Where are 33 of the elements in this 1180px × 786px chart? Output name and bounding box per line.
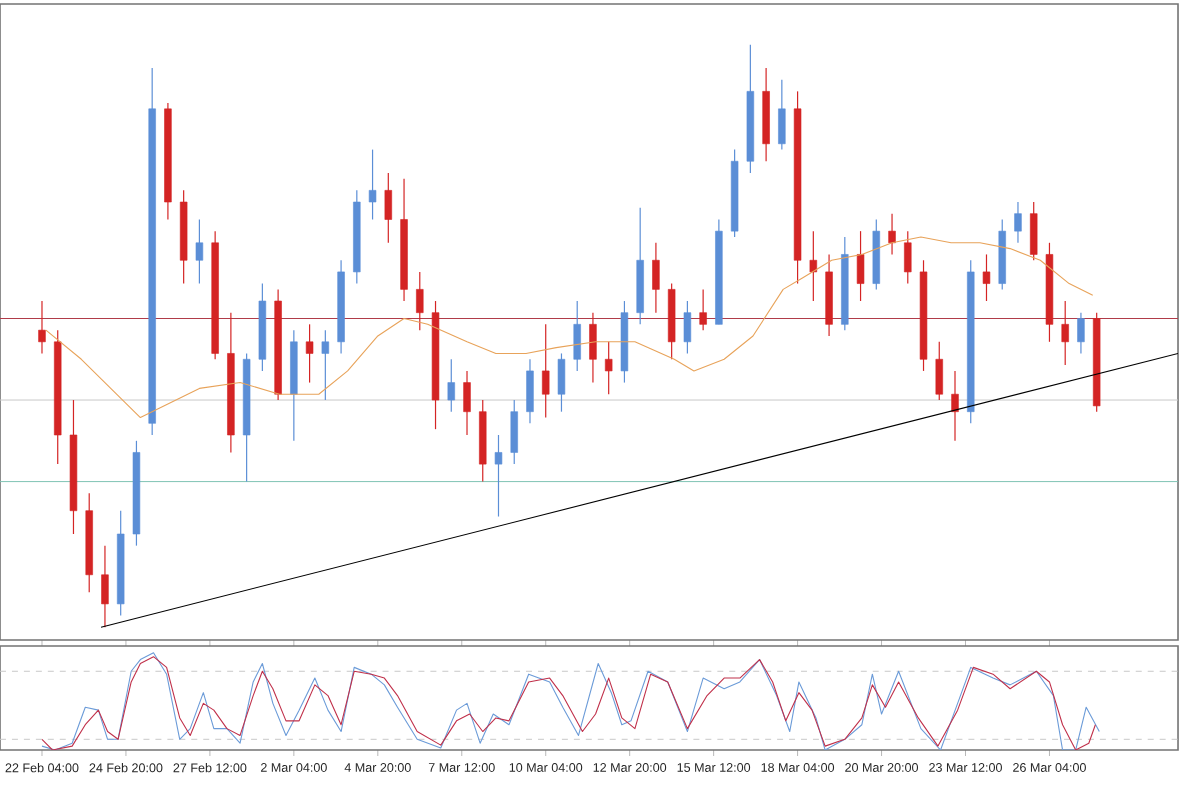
candlestick: [683, 300, 692, 355]
candlestick: [652, 242, 660, 314]
candlestick: [542, 323, 550, 419]
candlestick: [416, 271, 424, 331]
candlestick: [589, 312, 597, 384]
candlestick: [935, 341, 943, 401]
candlestick: [384, 172, 393, 244]
candlestick: [305, 323, 314, 384]
candlestick: [526, 358, 534, 424]
candlestick: [1061, 300, 1069, 366]
candlestick: [778, 79, 786, 151]
candlestick: [904, 230, 912, 285]
candlestick: [101, 545, 109, 628]
candlestick: [447, 358, 455, 413]
candlestick: [982, 253, 991, 302]
candlestick: [195, 218, 204, 285]
candlestick: [604, 341, 613, 395]
candlestick: [1030, 201, 1038, 261]
candlestick: [321, 329, 330, 401]
candlestick: [1014, 201, 1022, 244]
candlestick: [951, 370, 959, 442]
candlestick: [1077, 312, 1085, 355]
candlestick: [510, 399, 518, 465]
candlestick: [573, 300, 581, 372]
candlestick: [699, 288, 707, 331]
candlestick: [809, 230, 818, 302]
candlestick: [38, 300, 46, 355]
candlestick: [856, 230, 865, 302]
candlestick: [888, 213, 896, 256]
candlestick: [557, 352, 566, 413]
candlestick: [368, 149, 377, 221]
candlestick: [463, 370, 471, 436]
candlestick: [494, 434, 503, 518]
